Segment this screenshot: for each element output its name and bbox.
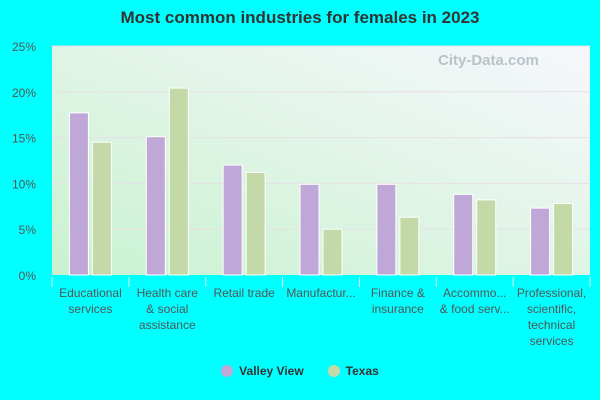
- x-tick-label: Educational: [59, 286, 122, 300]
- legend: Valley View Texas: [0, 364, 600, 378]
- x-tick-label: services: [68, 302, 112, 316]
- bar: [245, 171, 266, 276]
- plot-area: [52, 46, 590, 275]
- bar: [68, 112, 89, 276]
- bar: [299, 183, 320, 276]
- x-tick-label: assistance: [139, 318, 196, 332]
- legend-label: Texas: [345, 364, 379, 378]
- legend-label: Valley View: [239, 364, 304, 378]
- bar: [168, 87, 189, 276]
- bar: [376, 183, 397, 276]
- x-tick-label: services: [530, 334, 574, 348]
- y-tick-label: 0%: [19, 269, 37, 283]
- x-tick-label: & social: [146, 302, 188, 316]
- x-tick-label: Health care: [137, 286, 199, 300]
- y-tick-label: 25%: [12, 40, 36, 54]
- bar: [399, 216, 420, 276]
- x-tick-label: Professional,: [517, 286, 586, 300]
- bar: [553, 203, 574, 276]
- y-tick-label: 15%: [12, 132, 36, 146]
- watermark: City-Data.com: [438, 52, 539, 69]
- bar: [453, 193, 474, 276]
- x-tick-label: Accommo...: [443, 286, 506, 300]
- x-tick-label: & food serv...: [440, 302, 510, 316]
- legend-item-valley-view: Valley View: [221, 364, 304, 378]
- x-tick-label: Finance &: [371, 286, 425, 300]
- bar: [476, 199, 497, 276]
- legend-swatch: [221, 365, 234, 377]
- bar: [145, 136, 166, 276]
- x-tick-label: insurance: [372, 302, 424, 316]
- x-tick-label: technical: [528, 318, 575, 332]
- x-tick-label: scientific,: [527, 302, 576, 316]
- bar: [91, 141, 112, 276]
- y-tick-label: 20%: [12, 86, 36, 100]
- chart-title: Most common industries for females in 20…: [120, 8, 480, 27]
- bar: [322, 228, 343, 276]
- bar: [222, 164, 243, 276]
- y-tick-label: 5%: [19, 223, 37, 237]
- bar: [530, 207, 551, 276]
- y-tick-label: 10%: [12, 177, 36, 191]
- x-tick-label: Retail trade: [213, 286, 275, 300]
- legend-swatch: [327, 365, 340, 377]
- legend-item-texas: Texas: [327, 364, 379, 378]
- x-tick-label: Manufactur...: [286, 286, 355, 300]
